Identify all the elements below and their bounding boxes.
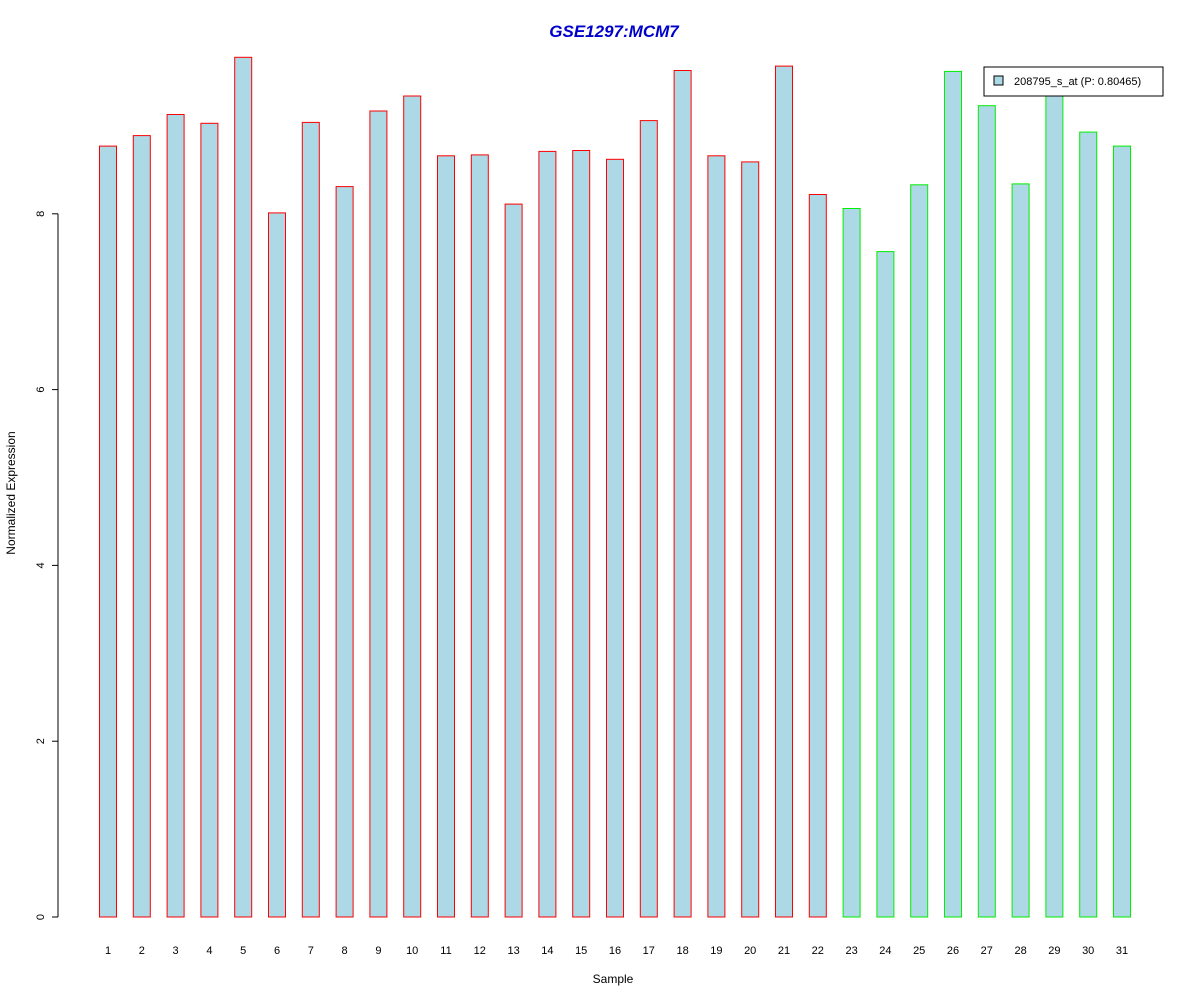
- bars: [99, 56, 1131, 918]
- y-tick-label: 4: [35, 562, 47, 568]
- x-tick-label: 3: [173, 945, 179, 957]
- x-tick-label: 10: [406, 945, 418, 957]
- x-tick-label: 18: [676, 945, 688, 957]
- x-tick-label: 14: [541, 945, 553, 957]
- x-tick-label: 28: [1014, 945, 1026, 957]
- y-tick-label: 2: [35, 738, 47, 744]
- bar-sample-10: [403, 95, 422, 918]
- x-tick-label: 15: [575, 945, 587, 957]
- y-ticks: 0 2 4 6 8: [35, 211, 58, 920]
- x-tick-label: 6: [274, 945, 280, 957]
- x-tick-label: 1: [105, 945, 111, 957]
- x-tick-label: 4: [206, 945, 212, 957]
- bar-sample-22: [808, 194, 827, 918]
- bar-sample-20: [741, 161, 760, 918]
- x-tick-label: 31: [1116, 945, 1128, 957]
- x-tick-label: 13: [507, 945, 519, 957]
- bar-sample-11: [437, 155, 455, 918]
- x-tick-label: 27: [981, 945, 993, 957]
- y-axis-label: Normalized Expression: [4, 431, 18, 554]
- bar-sample-15: [572, 150, 591, 918]
- x-tick-label: 17: [643, 945, 655, 957]
- x-tick-label: 5: [240, 945, 246, 957]
- y-tick-label: 0: [35, 914, 47, 920]
- bar-sample-13: [504, 203, 523, 918]
- legend-box: [983, 66, 1164, 97]
- bar-sample-29: [1045, 85, 1064, 918]
- bar-sample-3: [166, 114, 185, 918]
- legend-swatch: [993, 75, 1004, 86]
- bar-sample-14: [538, 150, 557, 918]
- bar-sample-6: [268, 212, 286, 918]
- x-tick-label: 19: [710, 945, 722, 957]
- x-tick-label: 7: [308, 945, 314, 957]
- x-tick-label: 25: [913, 945, 925, 957]
- x-tick-labels: 1 2 3 4 5 6 7 8 9 10 11 12 13 14 15 16 17 18 19 20 21 22 23 24 2…: [105, 945, 1128, 957]
- x-tick-label: 21: [778, 945, 790, 957]
- x-tick-label: 30: [1082, 945, 1094, 957]
- x-tick-label: 22: [812, 945, 824, 957]
- legend: 208795_s_at (P: 0.80465): [983, 66, 1164, 97]
- x-tick-label: 20: [744, 945, 756, 957]
- bar-sample-5: [234, 56, 253, 918]
- x-tick-label: 8: [342, 945, 348, 957]
- y-tick-label: 6: [35, 387, 47, 393]
- bar-sample-17: [639, 120, 658, 918]
- bar-sample-25: [910, 184, 929, 918]
- bar-sample-1: [99, 145, 117, 918]
- bar-sample-16: [606, 158, 624, 918]
- x-axis-label: Sample: [593, 972, 634, 986]
- x-tick-label: 26: [947, 945, 959, 957]
- x-tick-label: 12: [474, 945, 486, 957]
- bar-sample-18: [673, 70, 692, 918]
- x-tick-label: 2: [139, 945, 145, 957]
- bar-sample-7: [301, 121, 320, 918]
- y-tick-label: 8: [35, 211, 47, 217]
- x-tick-label: 23: [845, 945, 857, 957]
- bar-sample-21: [775, 65, 793, 918]
- bar-sample-24: [876, 251, 895, 918]
- legend-label: 208795_s_at (P: 0.80465): [1014, 76, 1141, 88]
- bar-sample-19: [707, 155, 726, 918]
- bar-sample-12: [470, 154, 489, 918]
- x-tick-label: 24: [879, 945, 891, 957]
- bar-sample-8: [335, 186, 354, 918]
- bar-sample-26: [944, 70, 962, 918]
- bar-sample-4: [200, 122, 219, 918]
- chart-title: GSE1297:MCM7: [549, 22, 680, 41]
- bar-sample-9: [369, 110, 388, 918]
- bar-sample-31: [1113, 145, 1131, 918]
- bar-sample-27: [977, 105, 996, 918]
- x-tick-label: 16: [609, 945, 621, 957]
- x-tick-label: 29: [1048, 945, 1060, 957]
- x-tick-label: 11: [440, 945, 451, 957]
- bar-sample-2: [132, 135, 151, 918]
- bar-sample-30: [1079, 131, 1098, 918]
- bar-sample-28: [1011, 183, 1030, 918]
- x-tick-label: 9: [375, 945, 381, 957]
- bar-sample-23: [842, 208, 861, 918]
